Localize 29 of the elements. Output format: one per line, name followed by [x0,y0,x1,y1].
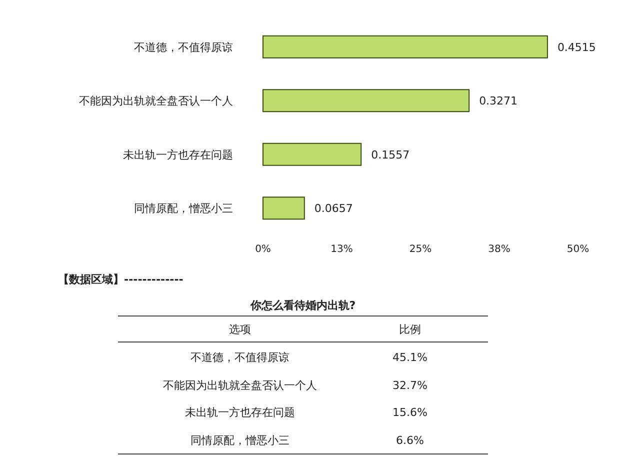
bar [262,142,362,166]
text: 比例 [399,323,421,336]
text: 45.1% [392,351,428,364]
y-tick-label: 未出轨一方也存在问题 [123,148,233,162]
bar [262,196,305,220]
x-tick-label: 50% [566,244,590,255]
bar [262,89,470,112]
y-tick-label: 不能因为出轨就全盘否认一个人 [79,94,233,108]
text: 未出轨一方也存在问题 [185,406,295,419]
x-tick-label: 25% [409,244,432,255]
data-label: 0.3271 [479,94,518,108]
text: 【数据区域】------------- [58,273,184,286]
text: 15.6% [392,406,428,419]
text: 你怎么看待婚内出轨? [249,299,356,312]
bar [262,35,548,58]
data-label: 0.0657 [314,202,353,216]
text: 32.7% [392,379,428,392]
y-tick-label: 不道德，不值得原谅 [134,40,233,54]
text: 不能因为出轨就全盘否认一个人 [163,379,317,392]
text: 同情原配，憎恶小三 [190,434,290,447]
data-label: 0.4515 [557,40,596,54]
text: 选项 [229,323,251,336]
text: 不道德，不值得原谅 [190,351,290,364]
x-tick-label: 38% [488,244,510,255]
x-tick-label: 0% [255,244,271,255]
x-tick-label: 13% [330,244,353,255]
y-tick-label: 同情原配，憎恶小三 [134,202,233,216]
data-label: 0.1557 [371,148,410,162]
text: 6.6% [396,434,424,447]
